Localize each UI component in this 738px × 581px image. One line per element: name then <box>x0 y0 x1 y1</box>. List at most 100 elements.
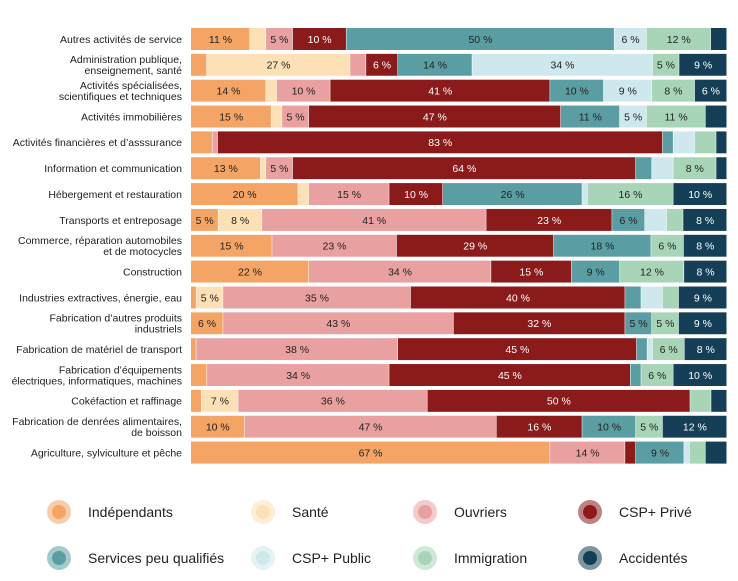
data-label: 5 % <box>657 60 675 72</box>
data-label: 5 % <box>196 215 214 227</box>
data-label: 5 % <box>270 163 288 175</box>
legend-item: Santé <box>251 500 329 524</box>
data-label: 41 % <box>362 215 386 227</box>
bar-row: 14 % 10 % 41 % 10 % 9 % 8 % 6 % <box>191 79 727 102</box>
legend-item: CSP+ Public <box>251 546 371 570</box>
bar-segment <box>560 105 620 128</box>
data-label: 45 % <box>505 344 529 356</box>
bar-segment <box>410 286 625 309</box>
bar-segment <box>662 131 673 154</box>
data-label: 10 % <box>404 189 428 201</box>
bar-segment <box>673 364 727 387</box>
category-label: Fabrication d’autres produits industriels <box>50 313 183 336</box>
row-separator <box>191 153 727 158</box>
data-label: 15 % <box>519 266 543 278</box>
bar-segment <box>684 338 727 361</box>
bar-segment <box>612 208 645 231</box>
data-label: 8 % <box>686 163 704 175</box>
bar-segment <box>652 53 679 76</box>
row-separator <box>191 334 727 339</box>
bar-segment <box>346 28 614 50</box>
bar-row: 22 % 34 % 15 % 9 % 12 % 8 % <box>191 260 727 283</box>
data-label: 6 % <box>660 344 678 356</box>
row-separator <box>191 386 727 390</box>
data-label: 9 % <box>651 447 669 459</box>
data-label: 43 % <box>326 318 350 330</box>
row-separator <box>191 411 727 416</box>
bar-segment <box>308 105 561 128</box>
data-label: 8 % <box>696 241 714 253</box>
data-label: 6 % <box>658 241 676 253</box>
data-label: 15 % <box>219 111 243 123</box>
data-label: 41 % <box>428 86 452 98</box>
legend: Indépendants Santé Ouvriers CSP+ Privé Servi… <box>47 500 692 570</box>
bar-segment <box>191 28 250 50</box>
bar-segment <box>662 415 727 438</box>
bar-segment <box>684 441 689 464</box>
category-label: Commerce, réparation automobiles et de mo… <box>18 235 182 258</box>
data-label: 10 % <box>206 422 230 434</box>
bar-row: 38 % 45 % 6 % 8 % <box>191 338 727 361</box>
data-label: 5 % <box>630 318 648 330</box>
data-label: 12 % <box>640 266 664 278</box>
bar-segment <box>673 131 695 154</box>
bar-segment <box>396 234 554 257</box>
legend-label: CSP+ Public <box>292 550 371 566</box>
bar-segment <box>282 105 309 128</box>
data-label: 16 % <box>527 422 551 434</box>
bar-segment <box>641 364 673 387</box>
bar-segment <box>191 286 196 309</box>
row-separator <box>191 101 727 106</box>
category-label: Fabrication d’équipements électriques, in… <box>12 364 182 387</box>
bar-segment <box>550 441 625 464</box>
bar-segment <box>587 183 673 206</box>
data-label: 32 % <box>527 318 551 330</box>
bar-segment <box>662 286 679 309</box>
data-label: 12 % <box>683 422 707 434</box>
legend-label: Immigration <box>454 550 527 566</box>
data-label: 13 % <box>214 163 238 175</box>
legend-item: Immigration <box>413 546 527 570</box>
data-label: 10 % <box>565 86 589 98</box>
legend-swatch <box>52 551 66 565</box>
bar-segment <box>705 105 727 128</box>
legend-swatch <box>256 505 270 519</box>
category-label: Activités spécialisées, scientifiques et … <box>59 80 182 103</box>
bar-row: 83 % <box>191 131 727 154</box>
data-label: 35 % <box>305 292 329 304</box>
data-label: 45 % <box>498 370 522 382</box>
bar-segment <box>191 389 202 412</box>
data-label: 5 % <box>270 34 288 46</box>
bar-segment <box>571 260 620 283</box>
category-label: Industries extractives, énergie, eau <box>19 292 182 304</box>
bar-segment <box>453 312 625 335</box>
bar-segment <box>262 208 486 231</box>
legend-label: Santé <box>292 504 329 520</box>
bar-row: 10 % 47 % 16 % 10 % 5 % 12 % <box>191 415 727 438</box>
row-separator <box>191 308 727 313</box>
legend-swatch <box>583 551 597 565</box>
data-label: 50 % <box>547 396 571 408</box>
data-label: 8 % <box>697 344 715 356</box>
row-separator <box>191 437 727 442</box>
bar-segment <box>582 183 588 206</box>
bar-row: 7 % 36 % 50 % <box>191 389 727 412</box>
legend-swatch <box>256 551 270 565</box>
bar-segment <box>582 415 636 438</box>
bar-segment <box>223 312 454 335</box>
bar-segment <box>266 28 293 50</box>
bar-segment <box>673 157 716 180</box>
bar-segment <box>651 312 679 335</box>
data-label: 16 % <box>619 189 643 201</box>
bar-segment <box>206 53 350 76</box>
data-label: 26 % <box>501 189 525 201</box>
bar-segment <box>266 157 293 180</box>
bars-area: 11 % 5 % 10 % 50 % 6 % 12 % 27 % 6 % 14 % 34 % 5 %… <box>191 28 727 464</box>
data-label: 11 % <box>579 111 602 123</box>
data-label: 9 % <box>694 292 712 304</box>
bar-segment <box>308 183 389 206</box>
data-label: 34 % <box>286 370 310 382</box>
data-label: 14 % <box>217 86 241 98</box>
bar-segment <box>191 157 261 180</box>
